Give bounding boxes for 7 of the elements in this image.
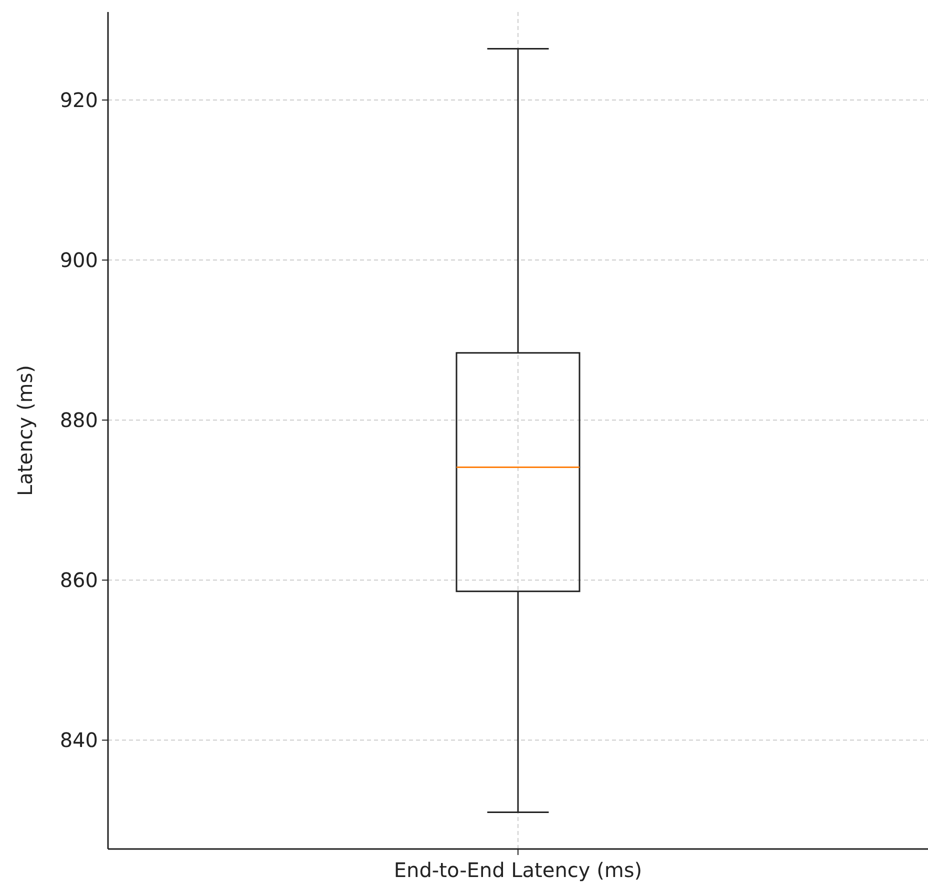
x-tick-label: End-to-End Latency (ms) bbox=[394, 858, 642, 882]
y-axis-title: Latency (ms) bbox=[13, 365, 37, 496]
y-tick-label: 840 bbox=[60, 728, 98, 752]
y-tick-label: 860 bbox=[60, 568, 98, 592]
y-tick-label: 880 bbox=[60, 408, 98, 432]
y-tick-label: 920 bbox=[60, 88, 98, 112]
y-tick-label: 900 bbox=[60, 248, 98, 272]
